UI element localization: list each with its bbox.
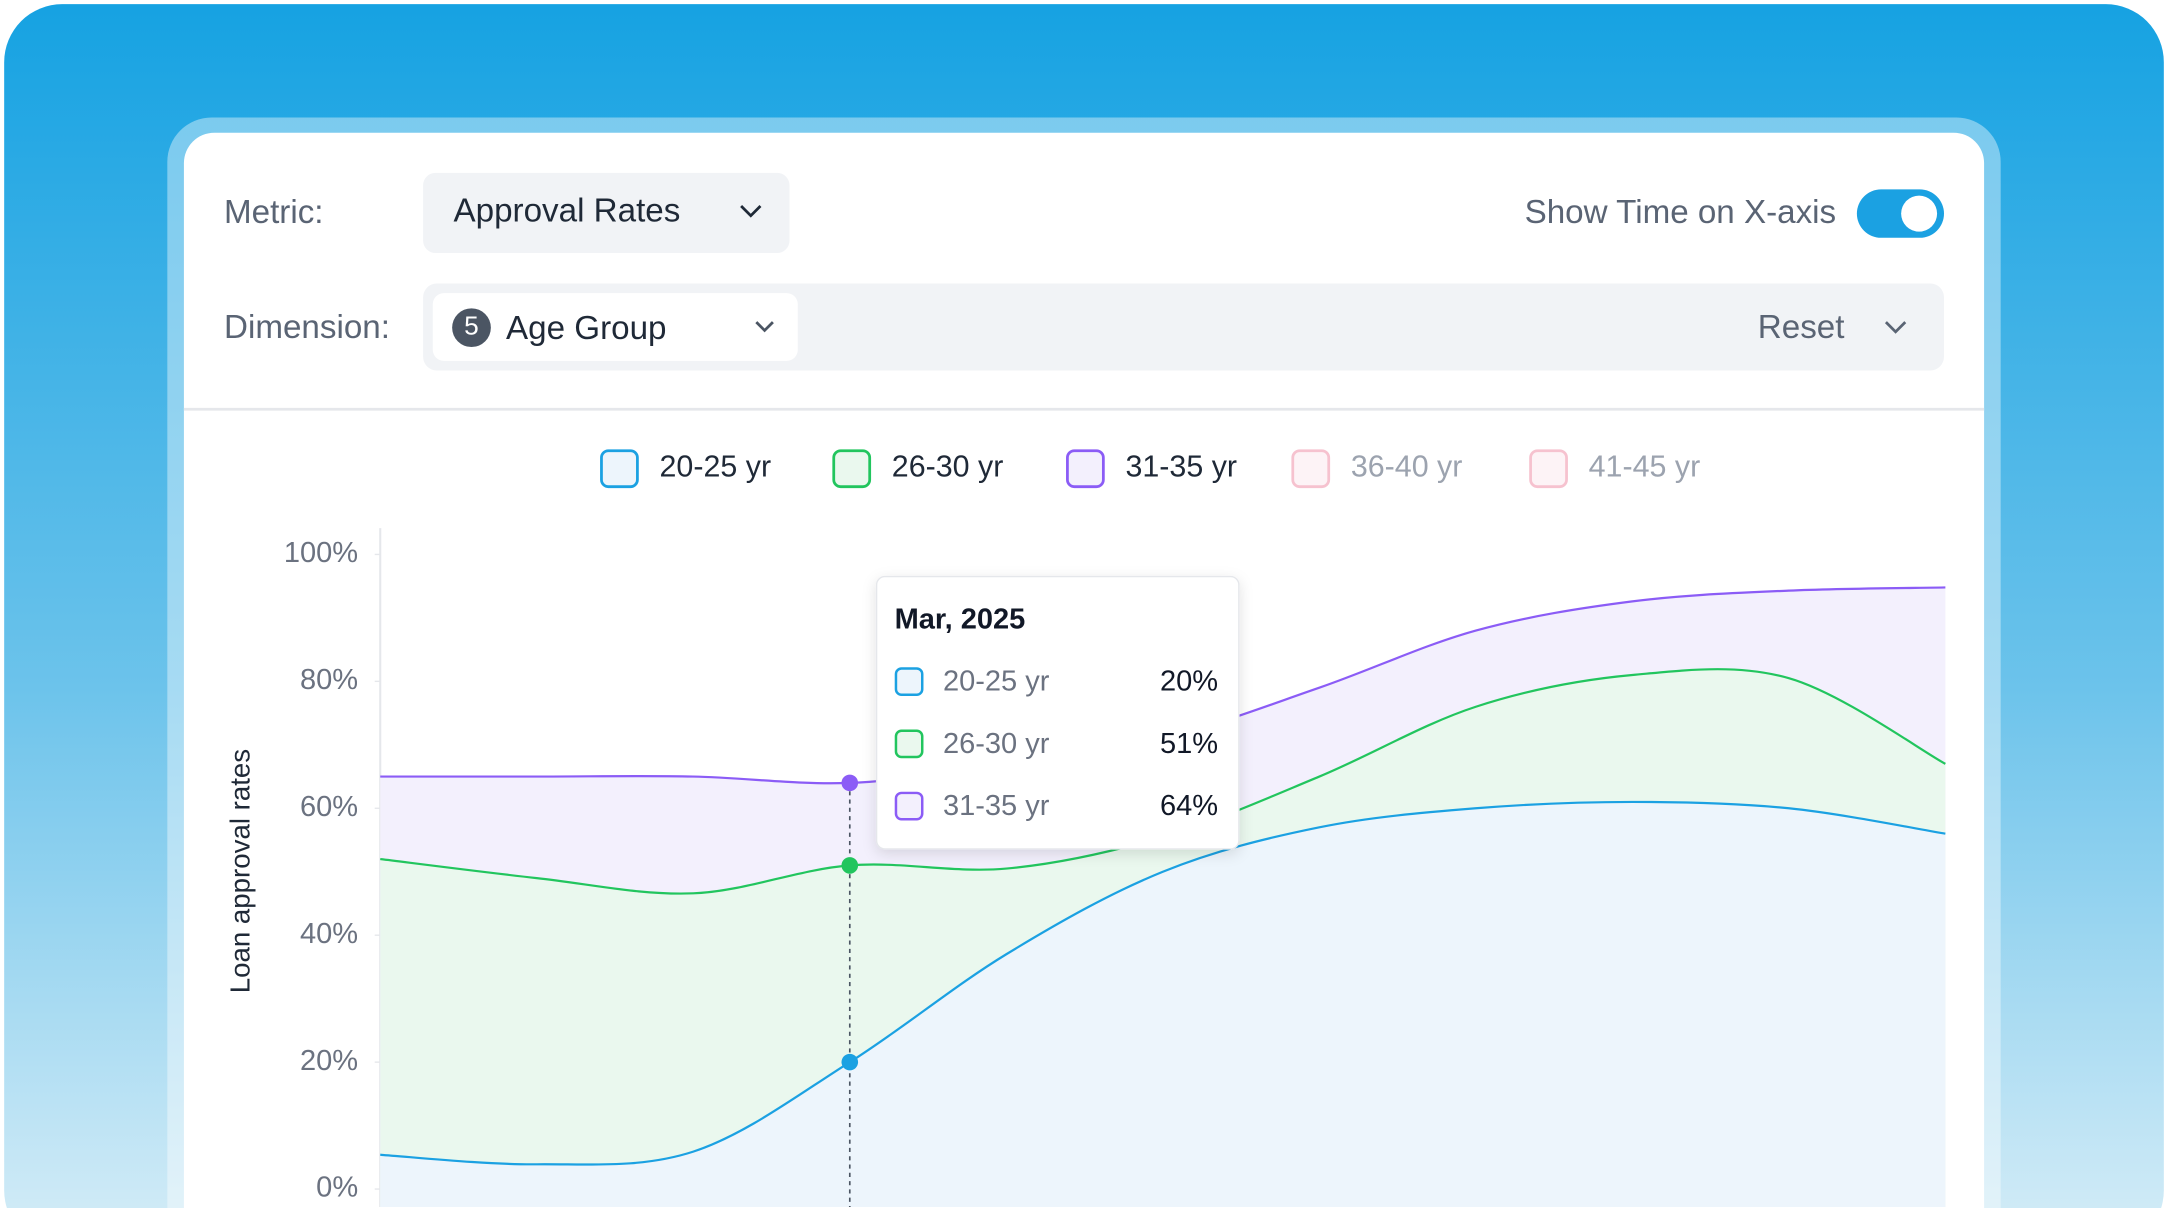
chart: 0% 20% 40% 60% 80% 100% 20-25 yr 26-30 yr 31-35 … xyxy=(284,449,1946,1208)
tooltip-swatch xyxy=(894,729,924,759)
legend-label[interactable]: 41-45 yr xyxy=(1589,450,1701,484)
legend-label[interactable]: 31-35 yr xyxy=(1125,450,1237,484)
tooltip-name: 31-35 yr xyxy=(943,790,1050,822)
tooltip-value: 64% xyxy=(1160,790,1218,822)
tooltip-box xyxy=(875,575,1240,850)
legend-swatch[interactable] xyxy=(1529,449,1568,489)
legend-label[interactable]: 26-30 yr xyxy=(892,450,1004,484)
y-tick-label: 60% xyxy=(300,791,358,823)
legend-swatch[interactable] xyxy=(600,449,639,489)
y-tick-label: 20% xyxy=(300,1045,358,1077)
dimension-chip[interactable]: 5 Age Group xyxy=(432,293,798,361)
tooltip-title: Mar, 2025 xyxy=(895,603,1026,635)
hover-point xyxy=(841,774,859,792)
y-tick-label: 80% xyxy=(300,664,358,696)
chevron[interactable] xyxy=(1884,321,1907,334)
y-tick-label: 40% xyxy=(300,918,358,950)
dropdown-box[interactable] xyxy=(423,172,790,254)
y-tick-label: 100% xyxy=(284,537,358,569)
chevron[interactable] xyxy=(740,205,762,218)
tooltip: Mar, 2025 20-25 yr 20% 26-30 yr 51% 31-35 yr 6… xyxy=(875,575,1240,850)
hover-point xyxy=(841,857,859,874)
tooltip-swatch xyxy=(894,791,924,821)
metric-label: Metric: xyxy=(224,194,324,231)
metric-dropdown[interactable]: Approval Rates xyxy=(423,172,790,254)
reset-button[interactable]: Reset xyxy=(1758,309,1845,346)
chevron[interactable] xyxy=(755,321,774,333)
legend-label[interactable]: 36-40 yr xyxy=(1351,450,1463,484)
legend-label[interactable]: 20-25 yr xyxy=(660,450,772,484)
dropdown-value[interactable]: Approval Rates xyxy=(454,193,681,230)
legend-swatch[interactable] xyxy=(1066,449,1105,489)
area-fill xyxy=(380,801,1946,1208)
toggle-label: Show Time on X-axis xyxy=(1525,194,1837,231)
toggle[interactable] xyxy=(1856,189,1944,238)
tooltip-name: 26-30 yr xyxy=(943,728,1050,760)
tooltip-swatch xyxy=(894,667,924,697)
tooltip-value: 51% xyxy=(1160,728,1218,760)
series-line xyxy=(380,800,1946,1166)
count-text: 5 xyxy=(464,311,479,341)
count-badge xyxy=(452,308,491,348)
chip-value[interactable]: Age Group xyxy=(506,310,666,347)
toggle-knob[interactable] xyxy=(1901,195,1938,232)
dimension-label: Dimension: xyxy=(224,309,390,346)
tooltip-value: 20% xyxy=(1160,666,1218,698)
y-axis-title: Loan approval rates xyxy=(224,749,255,993)
tooltip-name: 20-25 yr xyxy=(943,666,1050,698)
legend-swatch[interactable] xyxy=(832,449,872,489)
legend-swatch[interactable] xyxy=(1291,449,1331,489)
y-tick-label: 0% xyxy=(316,1172,358,1204)
dimension-bar xyxy=(423,283,1944,371)
chip-box[interactable] xyxy=(432,293,798,361)
hover-point xyxy=(841,1053,859,1071)
